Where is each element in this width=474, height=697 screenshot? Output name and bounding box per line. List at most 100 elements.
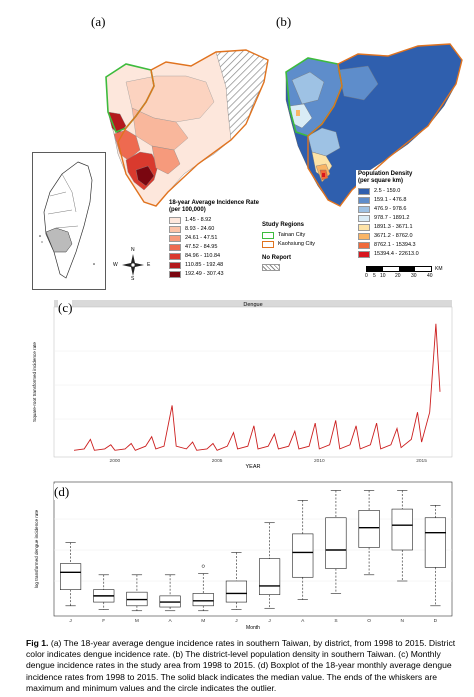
chart-d-box bbox=[60, 563, 82, 590]
legend-tainan: Tainan City bbox=[262, 231, 315, 240]
chart-d-xtick: J bbox=[268, 618, 271, 624]
legend-b-swatch bbox=[358, 251, 370, 258]
scale-tick: 30 bbox=[411, 273, 417, 279]
panel-c-label: (c) bbox=[58, 300, 73, 316]
legend-b-item: 476.9 - 978.6 bbox=[358, 205, 419, 214]
legend-a-swatch bbox=[169, 226, 181, 233]
compass-rose bbox=[122, 254, 144, 276]
chart-d-box bbox=[325, 517, 347, 569]
legend-b-swatch bbox=[358, 233, 370, 240]
chart-d-box-group bbox=[358, 490, 380, 576]
legend-a-title: 18-year Average Incidence Rate bbox=[169, 200, 259, 206]
scale-bar: KM 0 5 10 20 30 40 bbox=[365, 266, 443, 279]
legend-a-label: 84.96 - 110.84 bbox=[185, 253, 221, 259]
legend-b-label: 476.9 - 978.6 bbox=[374, 206, 407, 212]
scale-unit: KM bbox=[435, 266, 443, 272]
legend-b-swatch bbox=[358, 197, 370, 204]
chart-d-ylabel: log transformed dengue incidence rate bbox=[34, 509, 39, 588]
legend-b-label: 15394.4 - 22613.0 bbox=[374, 251, 419, 257]
legend-a-label: 1.45 - 8.92 bbox=[185, 217, 212, 223]
map-a-incidence bbox=[105, 49, 269, 207]
chart-d-xtick: A bbox=[168, 618, 172, 624]
legend-b-swatch bbox=[358, 206, 370, 213]
kaohsiung-swatch bbox=[262, 241, 274, 248]
chart-d-box-group bbox=[60, 542, 82, 607]
legend-a-label: 8.93 - 24.60 bbox=[185, 226, 215, 232]
legend-b-swatch bbox=[358, 188, 370, 195]
legend-a-label: 110.85 - 192.48 bbox=[185, 262, 224, 268]
chart-d-xtick: M bbox=[201, 618, 205, 624]
caption-fig-label: Fig 1. bbox=[26, 638, 49, 648]
legend-kaohsiung: Kaohsiung City bbox=[262, 240, 315, 249]
chart-d-monthly-boxplot: J F M A M J J A S O N D Month log transformed dengu… bbox=[34, 481, 453, 631]
kaohsiung-label: Kaohsiung City bbox=[278, 241, 315, 247]
legend-a-item: 8.93 - 24.60 bbox=[169, 225, 259, 234]
chart-d-box bbox=[192, 593, 214, 607]
no-report-title: No Report bbox=[262, 255, 291, 261]
legend-b-item: 3671.2 - 8762.0 bbox=[358, 232, 419, 241]
legend-b-item: 15394.4 - 22613.0 bbox=[358, 250, 419, 259]
chart-d-outlier bbox=[201, 564, 205, 568]
no-report-swatch bbox=[262, 264, 280, 271]
compass-w: W bbox=[113, 262, 118, 268]
chart-d-xtick: O bbox=[367, 618, 371, 624]
chart-c-strip bbox=[54, 300, 452, 307]
chart-c-xtick: 2000 bbox=[110, 458, 121, 464]
tainan-label: Tainan City bbox=[278, 232, 306, 238]
chart-c-strip-title: Dengue bbox=[243, 302, 262, 308]
chart-d-box-group bbox=[391, 490, 413, 582]
legend-no-report bbox=[262, 263, 315, 272]
chart-d-plot-area bbox=[53, 481, 453, 617]
legend-b-item: 8762.1 - 15394.3 bbox=[358, 241, 419, 250]
chart-d-box-group bbox=[424, 505, 446, 607]
legend-a-label: 24.61 - 47.51 bbox=[185, 235, 218, 241]
study-regions-title: Study Regions bbox=[262, 222, 305, 228]
tainan-swatch bbox=[262, 232, 274, 239]
legend-a-item: 192.49 - 307.43 bbox=[169, 270, 259, 279]
chart-d-xtick: J bbox=[69, 618, 72, 624]
legend-b-label: 1891.3 - 3671.1 bbox=[374, 224, 413, 230]
compass-n: N bbox=[131, 247, 135, 253]
chart-d-xtick: N bbox=[401, 618, 405, 624]
legend-b-label: 2.5 - 159.0 bbox=[374, 188, 401, 194]
legend-a-item: 110.85 - 192.48 bbox=[169, 261, 259, 270]
chart-d-box bbox=[358, 510, 380, 548]
chart-d-box-group bbox=[325, 490, 347, 594]
legend-a-item: 24.61 - 47.51 bbox=[169, 234, 259, 243]
panel-d-label: (d) bbox=[54, 484, 70, 500]
scale-tick: 5 bbox=[373, 273, 376, 279]
chart-d-xtick: D bbox=[434, 618, 438, 624]
legend-b-label: 978.7 - 1891.2 bbox=[374, 215, 410, 221]
taiwan-inset-map bbox=[32, 152, 106, 290]
legend-a-swatch bbox=[169, 262, 181, 269]
chart-d-box bbox=[292, 533, 314, 578]
legend-population-density: Population Density (per square km) 2.5 -… bbox=[356, 170, 421, 260]
chart-c-xtick: 2005 bbox=[212, 458, 223, 464]
legend-a-swatch bbox=[169, 217, 181, 224]
legend-a-subtitle: (per 100,000) bbox=[169, 207, 206, 213]
legend-a-swatch bbox=[169, 271, 181, 278]
legend-b-item: 978.7 - 1891.2 bbox=[358, 214, 419, 223]
chart-d-box-group bbox=[259, 522, 281, 609]
chart-d-xtick: A bbox=[301, 618, 305, 624]
map-a-kaohsiung-border bbox=[117, 49, 269, 207]
chart-c-xlabel: YEAR bbox=[246, 464, 261, 470]
chart-d-xtick: F bbox=[102, 618, 105, 624]
legend-b-label: 8762.1 - 15394.3 bbox=[374, 242, 416, 248]
caption-text: (a) The 18-year average dengue incidence… bbox=[26, 638, 456, 693]
legend-b-title: Population Density bbox=[358, 171, 413, 177]
chart-d-box bbox=[259, 558, 281, 595]
chart-d-box-group bbox=[93, 574, 115, 610]
scale-tick: 20 bbox=[395, 273, 401, 279]
chart-c-monthly-incidence: Dengue 2000 2005 2010 2015 YEAR Square-root… bbox=[32, 300, 453, 470]
chart-d-box-group bbox=[192, 573, 214, 612]
legend-b-item: 159.1 - 476.8 bbox=[358, 196, 419, 205]
chart-d-xlabel: Month bbox=[246, 625, 260, 631]
chart-d-box bbox=[391, 508, 413, 551]
legend-a-item: 84.96 - 110.84 bbox=[169, 252, 259, 261]
legend-b-item: 1891.3 - 3671.1 bbox=[358, 223, 419, 232]
legend-study-regions: Study Regions Tainan City Kaohsiung City… bbox=[262, 222, 315, 272]
legend-b-swatch bbox=[358, 215, 370, 222]
scale-tick: 10 bbox=[380, 273, 386, 279]
chart-c-plot-area bbox=[53, 306, 453, 458]
